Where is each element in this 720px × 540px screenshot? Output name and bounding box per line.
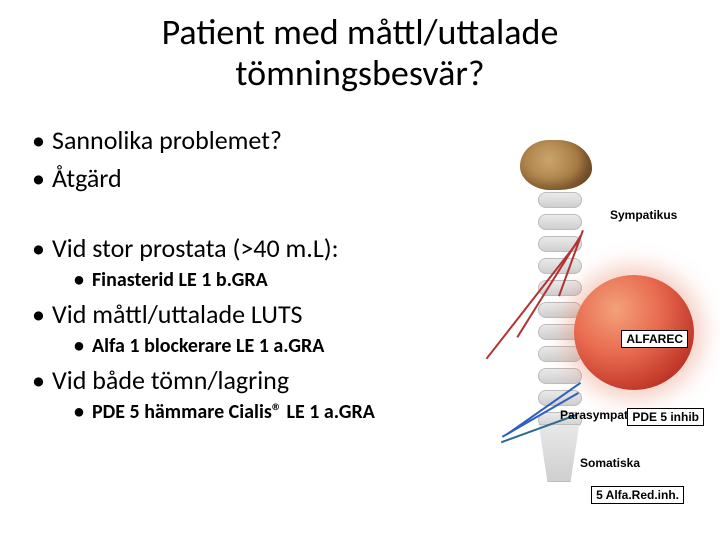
tag-pde5-inhib: PDE 5 inhib [627, 408, 704, 426]
vertebra [538, 214, 582, 230]
bullet-large-prostate: Vid stor prostata (>40 m.L): [30, 232, 450, 264]
label-sympathetic: Sympatikus [610, 208, 677, 222]
sacrum-icon [530, 424, 588, 482]
bullet-luts: Vid måttl/uttalade LUTS [30, 298, 450, 330]
vertebra [538, 192, 582, 208]
subbullet-pde5: PDE 5 hämmare Cialis® LE 1 a.GRA [74, 400, 450, 424]
anatomy-diagram: Sympatikus Parasympatikus Somatiska ALFA… [430, 130, 700, 520]
bullet-problem: Sannolika problemet? [30, 124, 450, 156]
brain-icon [520, 140, 592, 190]
subbullet-finasteride: Finasterid LE 1 b.GRA [74, 268, 450, 292]
subbullet-alfa1: Alfa 1 blockerare LE 1 a.GRA [74, 334, 450, 358]
tag-5alpha-red: 5 Alfa.Red.inh. [591, 486, 684, 504]
vertebra [538, 368, 582, 384]
tag-alfa-receptor: ALFAREC [621, 330, 688, 348]
title-line-2: tömningsbesvär? [235, 51, 484, 95]
slide-title: Patient med måttl/uttalade tömningsbesvä… [0, 12, 720, 95]
bullet-action: Åtgärd [30, 162, 450, 194]
bullet-both: Vid både tömn/lagring [30, 364, 450, 396]
slide: Patient med måttl/uttalade tömningsbesvä… [0, 0, 720, 540]
label-somatic: Somatiska [580, 456, 640, 470]
title-line-1: Patient med måttl/uttalade [162, 10, 559, 54]
bullet-list: Sannolika problemet? Åtgärd Vid stor pro… [30, 118, 450, 426]
